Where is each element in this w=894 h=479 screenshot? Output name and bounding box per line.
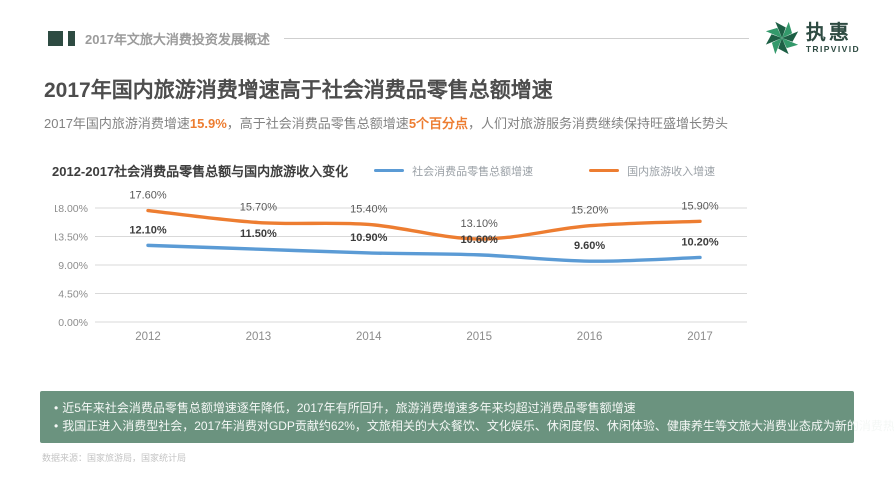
note-text-2: 我国正进入消费型社会，2017年消费对GDP贡献约62%，文旅相关的大众餐饮、文…: [62, 419, 894, 433]
notes-box: • 近5年来社会消费品零售总额增速逐年降低，2017年有所回升，旅游消费增速多年来…: [40, 391, 894, 443]
data-label: 15.20%: [571, 205, 609, 217]
header-divider: [283, 37, 749, 39]
data-label: 10.20%: [681, 236, 719, 248]
chart-legend: 社会消费品零售总额增速 国内旅游收入增速: [374, 163, 715, 179]
subtitle-text-2: ，高于社会消费品零售总额增速: [226, 116, 409, 131]
y-axis-tick-label: 18.00%: [55, 203, 88, 215]
data-label: 17.60%: [129, 190, 167, 202]
series-line-1: [146, 208, 702, 241]
note-item: • 近5年来社会消费品零售总额增速逐年降低，2017年有所回升，旅游消费增速多年来…: [54, 399, 840, 417]
brand-name: 执惠: [805, 21, 852, 44]
page-title: 2017年国内旅游消费增速高于社会消费品零售总额增速: [44, 79, 553, 102]
header-marker-bar: [68, 30, 75, 46]
brand-pinwheel-icon: [765, 21, 798, 55]
y-axis-tick-label: 9.00%: [58, 260, 88, 272]
series-line-0: [146, 243, 702, 263]
subtitle-text-1: 2017年国内旅游消费增速: [44, 116, 190, 131]
section-label: 2017年文旅大消费投资发展概述: [85, 31, 270, 47]
y-axis-tick-label: 4.50%: [58, 289, 88, 301]
brand-logo: 执惠 TRIPVIVID: [763, 19, 860, 57]
x-axis-tick-label: 2015: [466, 331, 492, 343]
chart-header: 2012-2017社会消费品零售总额与国内旅游收入变化 社会消费品零售总额增速 …: [52, 161, 715, 180]
legend-item-tourism: 国内旅游收入增速: [589, 163, 715, 179]
subtitle-text-3: ，人们对旅游服务消费继续保持旺盛增长势头: [468, 116, 729, 131]
subtitle-highlight-1: 15.9%: [189, 116, 227, 131]
x-axis-tick-label: 2012: [135, 331, 161, 343]
y-axis-tick-label: 0.00%: [58, 317, 88, 329]
legend-dash-blue: [374, 168, 405, 173]
legend-label-retail: 社会消费品零售总额增速: [412, 165, 534, 178]
bullet-glyph: •: [54, 401, 59, 415]
chart-title: 2012-2017社会消费品零售总额与国内旅游收入变化: [52, 164, 349, 179]
note-item: • 我国正进入消费型社会，2017年消费对GDP贡献约62%，文旅相关的大众餐饮、…: [54, 417, 894, 435]
data-label: 13.10%: [461, 218, 499, 230]
chart-area: 0.00% 4.50% 9.00% 13.50% 18.00% 2012 2013 2014 2…: [52, 182, 755, 359]
data-label: 9.60%: [574, 240, 605, 252]
growth-line-chart: 0.00% 4.50% 9.00% 13.50% 18.00% 2012 2013 2014 2…: [52, 190, 747, 343]
x-axis-tick-label: 2013: [246, 331, 272, 343]
subtitle-highlight-2: 5个百分点: [408, 116, 469, 131]
brand-name-latin: TRIPVIVID: [805, 43, 860, 54]
bullet-glyph: •: [54, 419, 59, 433]
legend-dash-orange: [589, 168, 620, 173]
x-axis-tick-label: 2016: [577, 331, 603, 343]
data-label: 10.60%: [461, 234, 499, 246]
legend-label-tourism: 国内旅游收入增速: [627, 165, 716, 178]
data-label: 11.50%: [240, 228, 277, 240]
note-text-1: 近5年来社会消费品零售总额增速逐年降低，2017年有所回升，旅游消费增速多年来均…: [62, 401, 636, 415]
data-source: 数据来源：国家旅游局，国家统计局: [42, 453, 187, 463]
header-marker-square: [48, 30, 63, 46]
y-axis-tick-label: 13.50%: [55, 232, 88, 244]
data-label: 15.90%: [681, 200, 719, 212]
data-label: 12.10%: [129, 224, 167, 236]
data-label: 15.40%: [350, 203, 388, 215]
data-label: 15.70%: [240, 202, 278, 214]
brand-logo-text: 执惠 TRIPVIVID: [806, 23, 860, 54]
page-subtitle: 2017年国内旅游消费增速15.9%，高于社会消费品零售总额增速5个百分点，人们…: [44, 113, 728, 132]
slide-header: 2017年文旅大消费投资发展概述 执惠 TRIPVIVID: [48, 16, 860, 60]
data-label: 10.90%: [350, 232, 388, 244]
legend-item-retail: 社会消费品零售总额增速: [374, 163, 533, 179]
x-axis-tick-label: 2014: [356, 331, 382, 343]
x-axis-tick-label: 2017: [687, 331, 713, 343]
